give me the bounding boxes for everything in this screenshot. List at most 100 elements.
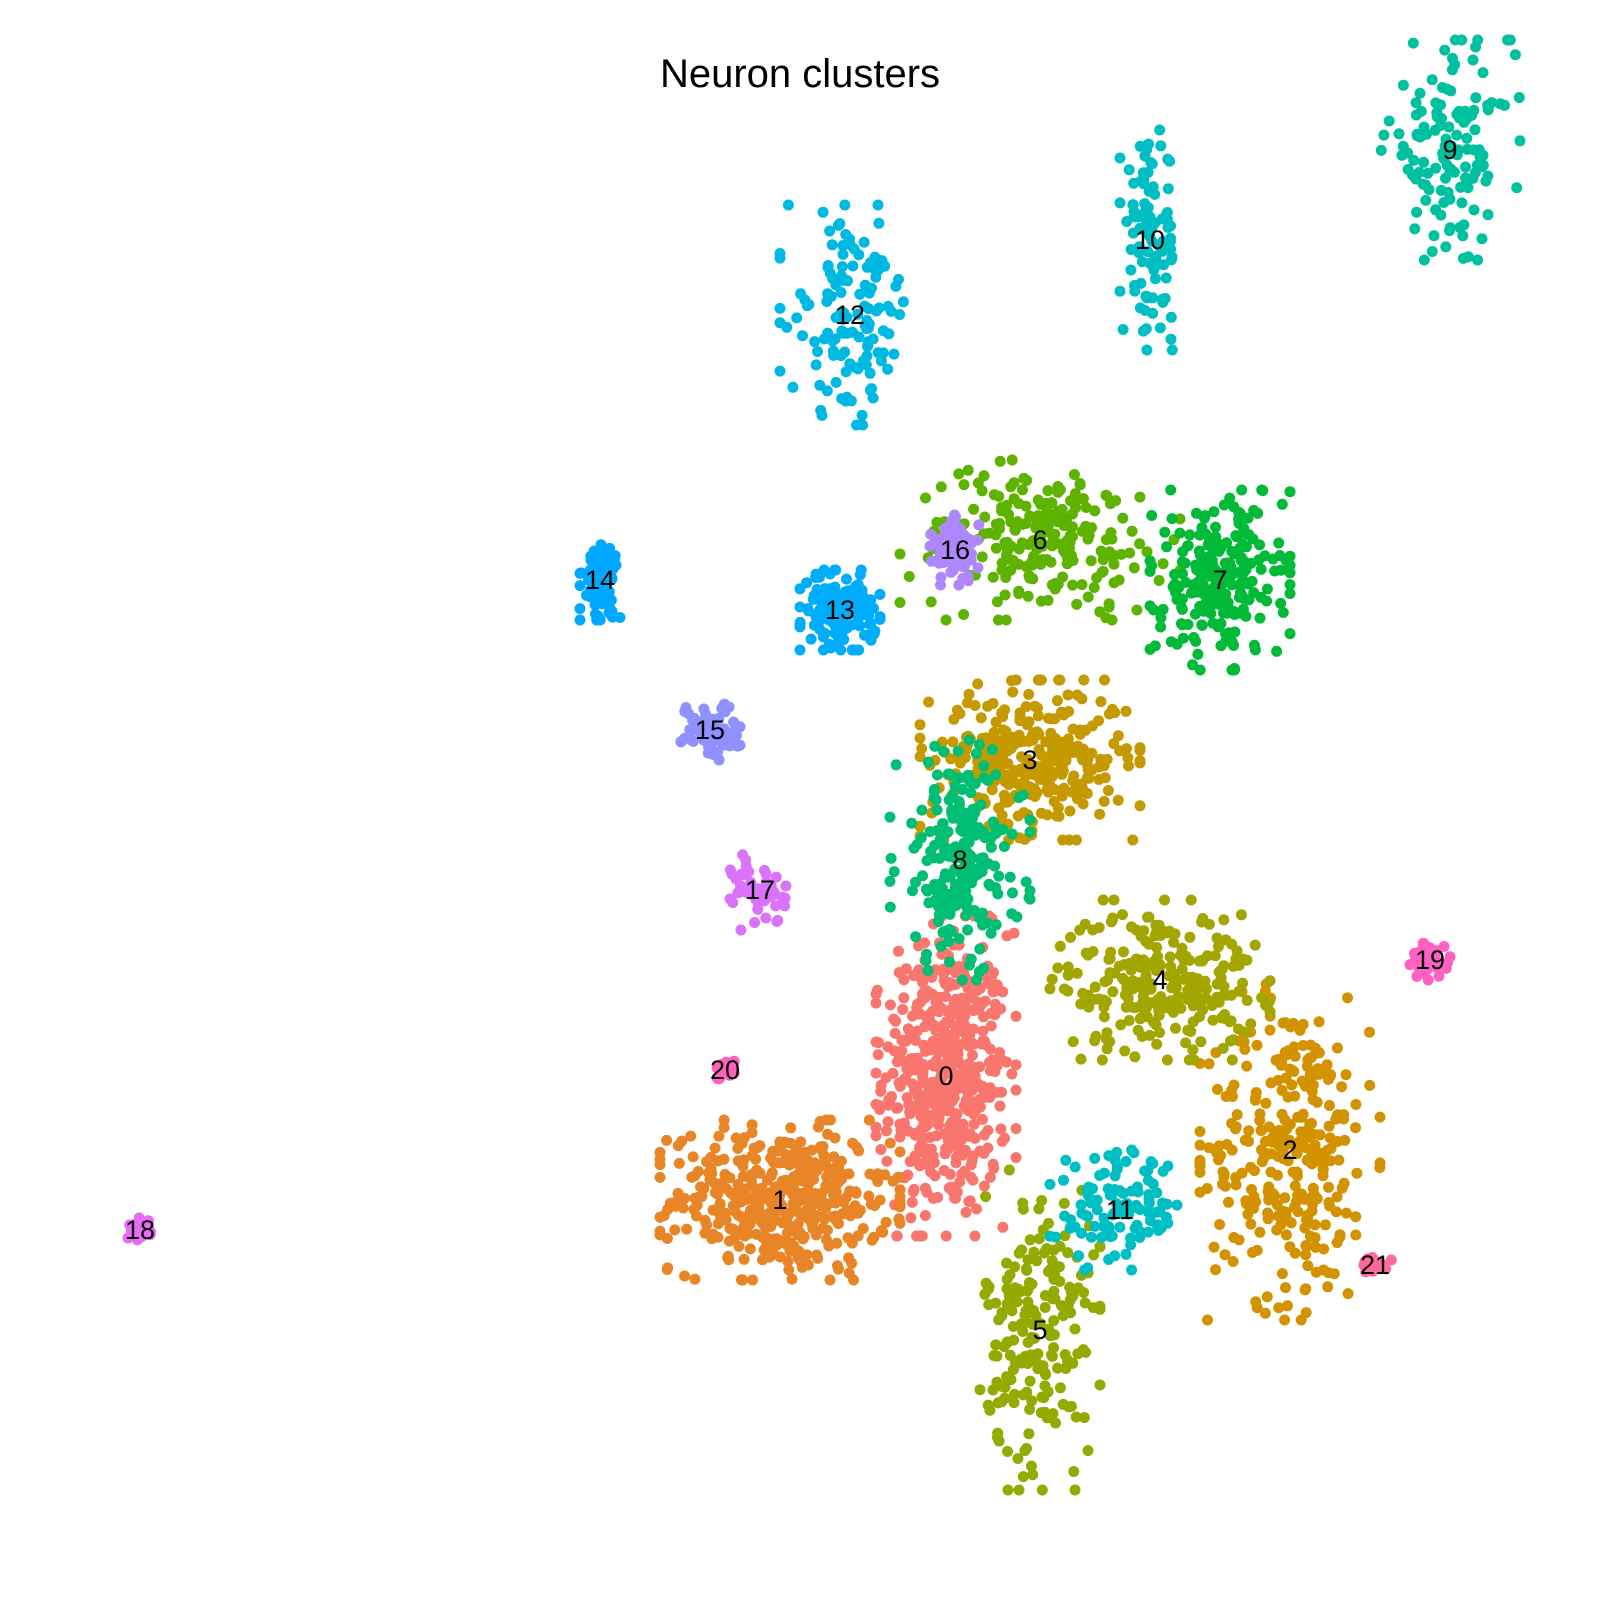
- data-point: [841, 573, 852, 585]
- data-point: [908, 842, 920, 854]
- data-point: [1135, 1226, 1147, 1238]
- data-point: [836, 325, 848, 337]
- data-point: [1115, 1019, 1127, 1031]
- data-point: [1056, 766, 1068, 778]
- data-point: [1194, 600, 1206, 612]
- data-point: [990, 542, 1002, 554]
- data-point: [761, 1245, 773, 1257]
- data-point: [846, 619, 858, 631]
- data-point: [1451, 108, 1463, 120]
- data-point: [916, 804, 928, 816]
- data-point: [941, 556, 952, 567]
- data-point: [870, 1121, 882, 1133]
- data-point: [819, 1213, 830, 1225]
- data-point: [997, 824, 1009, 835]
- data-point: [920, 492, 931, 504]
- data-point: [770, 900, 782, 912]
- data-point: [1194, 1154, 1206, 1166]
- data-point: [588, 545, 600, 557]
- data-point: [1058, 983, 1070, 995]
- data-point: [1218, 1168, 1230, 1180]
- data-point: [698, 703, 710, 715]
- data-point: [1022, 1337, 1034, 1348]
- data-point: [687, 1151, 699, 1163]
- data-point: [916, 1067, 928, 1078]
- data-point: [852, 644, 864, 656]
- data-point: [793, 1187, 805, 1199]
- data-point: [1456, 197, 1468, 209]
- data-point: [993, 870, 1005, 882]
- data-point: [1165, 484, 1177, 496]
- data-point: [1077, 987, 1089, 999]
- data-point: [1456, 34, 1468, 46]
- data-point: [1175, 618, 1187, 630]
- data-point: [1089, 1220, 1101, 1232]
- cluster-label-0: 0: [938, 1061, 953, 1091]
- data-point: [944, 871, 956, 883]
- data-point: [882, 363, 894, 375]
- data-point: [1445, 85, 1457, 97]
- data-point: [1139, 150, 1151, 162]
- data-point: [1440, 962, 1452, 974]
- data-point: [1008, 1397, 1020, 1409]
- data-point: [958, 837, 970, 849]
- data-point: [1226, 1144, 1238, 1156]
- data-point: [1071, 598, 1083, 610]
- data-point: [882, 300, 894, 312]
- data-point: [968, 1118, 980, 1130]
- data-point: [1174, 527, 1186, 539]
- data-point: [961, 901, 973, 913]
- data-point: [1094, 808, 1106, 820]
- data-point: [1121, 743, 1132, 755]
- cluster-2-points: [1194, 978, 1386, 1326]
- data-point: [1439, 44, 1451, 56]
- data-point: [953, 796, 965, 807]
- data-point: [1023, 1428, 1035, 1440]
- data-point: [1006, 1068, 1018, 1080]
- data-point: [1006, 1305, 1018, 1317]
- data-point: [1086, 747, 1098, 759]
- data-point: [816, 1145, 828, 1156]
- data-point: [1351, 1167, 1363, 1179]
- data-point: [817, 206, 829, 218]
- data-point: [843, 1252, 855, 1264]
- data-point: [1155, 621, 1167, 633]
- data-point: [1155, 140, 1167, 152]
- data-point: [1144, 643, 1156, 655]
- data-point: [1461, 132, 1473, 144]
- data-point: [654, 1146, 666, 1158]
- data-point: [1017, 1197, 1029, 1209]
- data-point: [1472, 254, 1484, 266]
- data-point: [1282, 1155, 1294, 1167]
- data-point: [908, 970, 920, 982]
- data-point: [990, 1339, 1002, 1351]
- data-point: [1023, 716, 1035, 728]
- data-point: [837, 1168, 849, 1180]
- data-point: [748, 1142, 760, 1154]
- data-point: [1127, 227, 1139, 239]
- data-point: [1155, 612, 1167, 624]
- data-point: [1179, 557, 1191, 569]
- data-point: [970, 748, 982, 760]
- data-point: [1136, 1031, 1148, 1042]
- data-point: [750, 893, 762, 905]
- data-point: [1440, 172, 1451, 184]
- data-point: [907, 1010, 918, 1022]
- data-point: [1131, 1181, 1143, 1193]
- data-point: [1300, 1249, 1312, 1261]
- data-point: [1005, 1374, 1017, 1386]
- data-point: [1264, 975, 1276, 987]
- data-point: [940, 614, 952, 626]
- data-point: [1067, 775, 1079, 787]
- data-point: [1149, 251, 1161, 262]
- data-point: [811, 1249, 823, 1261]
- data-point: [1177, 568, 1188, 580]
- data-point: [687, 714, 699, 726]
- data-point: [1052, 802, 1064, 814]
- data-point: [977, 1113, 988, 1125]
- data-point: [1180, 1037, 1192, 1049]
- data-point: [596, 598, 608, 610]
- data-point: [896, 1045, 908, 1057]
- data-point: [1108, 558, 1120, 570]
- data-point: [1147, 181, 1159, 193]
